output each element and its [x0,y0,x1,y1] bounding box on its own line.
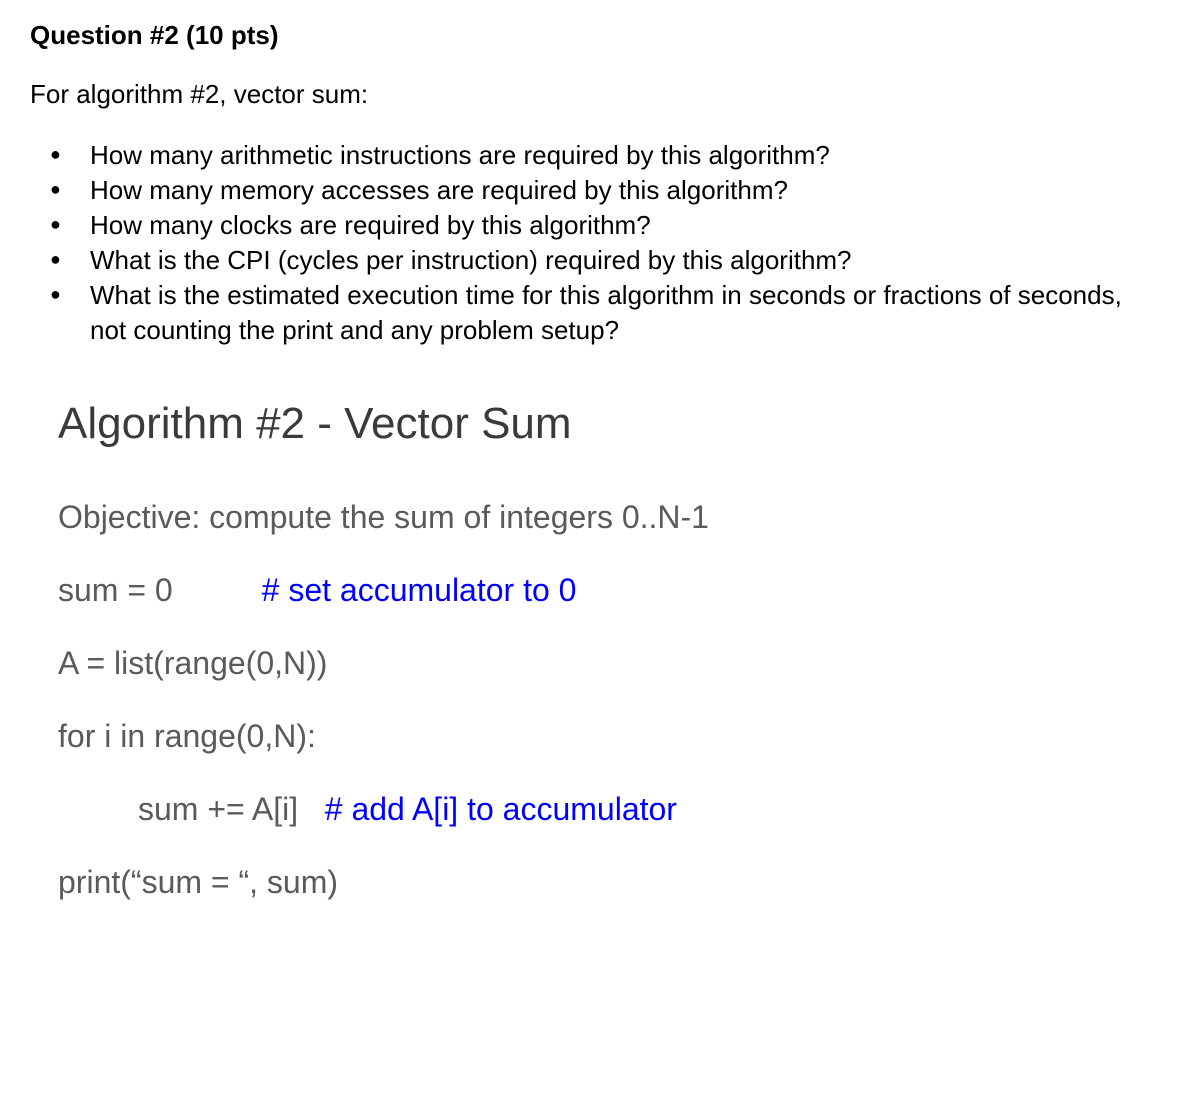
code-text: A = list(range(0,N)) [58,645,327,681]
code-line-2: A = list(range(0,N)) [58,645,1161,682]
question-bullets: How many arithmetic instructions are req… [30,138,1161,349]
code-comment: # set accumulator to 0 [262,572,577,608]
bullet-item: How many clocks are required by this alg… [90,208,1161,243]
bullet-item: What is the CPI (cycles per instruction)… [90,243,1161,278]
code-text: sum = 0 [58,572,262,608]
bullet-item: How many arithmetic instructions are req… [90,138,1161,173]
question-intro: For algorithm #2, vector sum: [30,79,1161,110]
code-line-5: print(“sum = “, sum) [58,864,1161,901]
bullet-item: How many memory accesses are required by… [90,173,1161,208]
question-title: Question #2 (10 pts) [30,20,1161,51]
code-text: for i in range(0,N): [58,718,316,754]
code-line-1: sum = 0 # set accumulator to 0 [58,572,1161,609]
code-line-4: sum += A[i] # add A[i] to accumulator [58,791,1161,828]
code-text: sum += A[i] [138,791,325,827]
bullet-item: What is the estimated execution time for… [90,278,1161,348]
algorithm-title: Algorithm #2 - Vector Sum [58,399,1161,449]
algorithm-objective: Objective: compute the sum of integers 0… [58,499,1161,536]
code-comment: # add A[i] to accumulator [325,791,677,827]
algorithm-code-block: Objective: compute the sum of integers 0… [58,499,1161,901]
code-line-3: for i in range(0,N): [58,718,1161,755]
code-text: print(“sum = “, sum) [58,864,338,900]
